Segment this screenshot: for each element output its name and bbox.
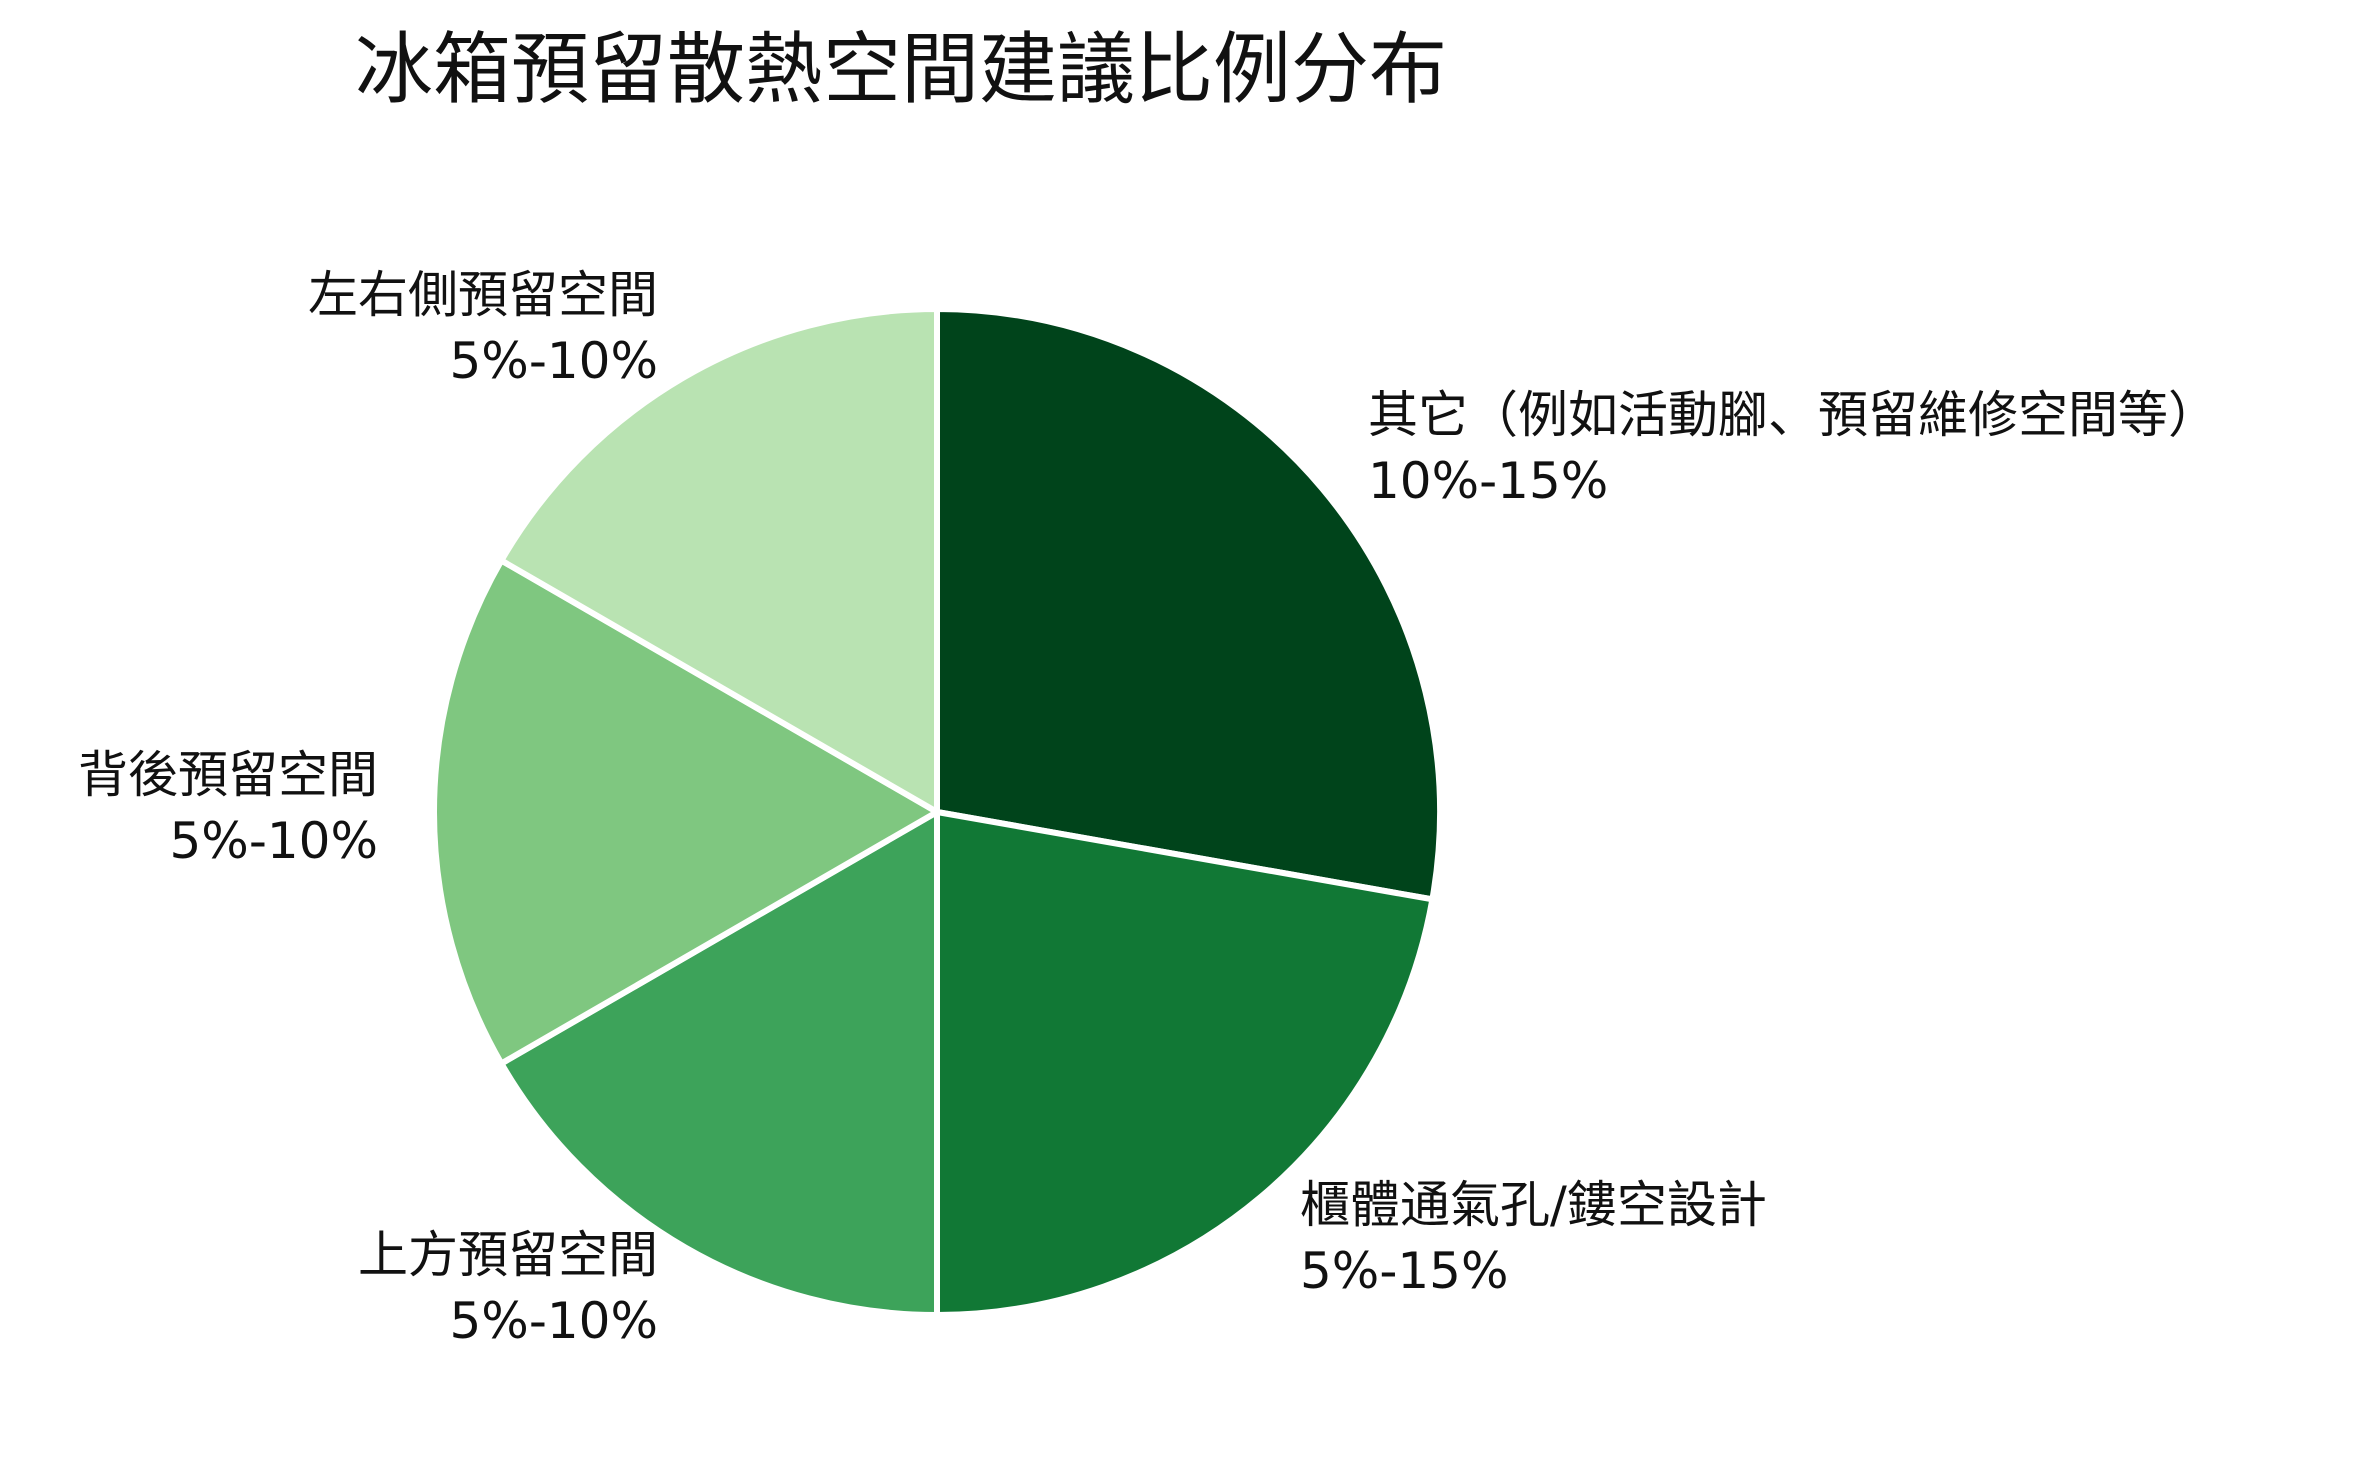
slice-label-3: 上方預留空間 (358, 1226, 658, 1284)
slice-label-1: 其它（例如活動腳、預留維修空間等） (1368, 386, 2218, 444)
slice-range-4: 5%-10% (170, 812, 379, 870)
slice-label-5: 左右側預留空間 (308, 266, 658, 324)
chart-title: 冰箱預留散熱空間建議比例分布 (355, 25, 1447, 115)
slice-range-2: 5%-15% (1300, 1242, 1509, 1300)
slice-label-4: 背後預留空間 (78, 746, 378, 804)
pie-slice-2 (934, 809, 1436, 1318)
pie-slice-1 (934, 306, 1443, 903)
slice-range-1: 10%-15% (1368, 452, 1608, 510)
pie-slice-4 (431, 557, 940, 1067)
pie-slice-3 (498, 809, 940, 1318)
pie-slice-5 (498, 306, 940, 815)
slice-range-3: 5%-10% (450, 1292, 659, 1350)
slice-range-5: 5%-10% (450, 332, 659, 390)
slice-label-2: 櫃體通氣孔/鏤空設計 (1300, 1176, 1767, 1234)
pie-slices (431, 306, 1443, 1318)
slice-labels: 其它（例如活動腳、預留維修空間等） 10%-15% 櫃體通氣孔/鏤空設計 5%-15%… (78, 266, 2218, 1350)
